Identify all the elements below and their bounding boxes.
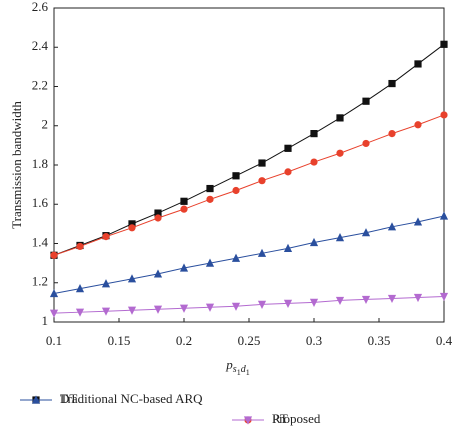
marker bbox=[206, 184, 214, 193]
y-axis-label: Transmission bandwidth bbox=[9, 101, 24, 229]
x-tick-label: 0.4 bbox=[436, 333, 453, 348]
marker bbox=[440, 111, 448, 119]
marker bbox=[127, 274, 137, 283]
y-tick-label: 2.2 bbox=[32, 77, 48, 92]
y-tick-label: 1 bbox=[42, 313, 49, 328]
x-label-sub: d bbox=[241, 364, 247, 375]
x-tick-label: 0.15 bbox=[108, 333, 131, 348]
marker bbox=[102, 233, 110, 241]
marker bbox=[362, 97, 370, 105]
plot-frame bbox=[53, 7, 445, 323]
marker bbox=[49, 288, 59, 298]
marker bbox=[180, 197, 188, 205]
marker bbox=[205, 303, 215, 312]
marker bbox=[284, 144, 292, 152]
y-tick-label: 1.4 bbox=[32, 234, 49, 249]
marker bbox=[413, 217, 423, 226]
marker bbox=[310, 158, 318, 166]
marker bbox=[361, 295, 371, 305]
legend-label: RT bbox=[272, 411, 288, 426]
marker bbox=[309, 298, 319, 307]
marker bbox=[127, 306, 137, 315]
x-tick-label: 0.2 bbox=[176, 333, 192, 348]
marker bbox=[336, 114, 344, 122]
x-label-sub: 1 bbox=[237, 368, 241, 377]
marker bbox=[128, 224, 136, 232]
marker bbox=[101, 279, 111, 288]
marker bbox=[257, 300, 267, 309]
y-tick-label: 1.2 bbox=[32, 274, 48, 289]
x-label-sub: 1 bbox=[246, 368, 250, 377]
marker bbox=[284, 168, 292, 176]
marker bbox=[414, 121, 422, 129]
marker bbox=[413, 293, 423, 303]
x-tick-label: 0.3 bbox=[306, 333, 322, 348]
marker bbox=[414, 60, 422, 68]
marker bbox=[388, 130, 396, 138]
marker bbox=[101, 307, 111, 316]
marker bbox=[50, 251, 58, 259]
series-line bbox=[53, 43, 445, 256]
marker bbox=[387, 294, 397, 304]
marker bbox=[257, 248, 267, 257]
marker bbox=[180, 205, 188, 213]
marker bbox=[388, 79, 396, 88]
legend-label: Traditional NC-based ARQ bbox=[60, 391, 203, 406]
marker bbox=[362, 139, 370, 148]
marker bbox=[75, 308, 85, 317]
marker bbox=[231, 253, 241, 262]
marker bbox=[309, 237, 319, 247]
y-tick-label: 2 bbox=[42, 117, 49, 132]
x-tick-label: 0.35 bbox=[368, 333, 391, 348]
marker bbox=[361, 228, 371, 237]
series-line bbox=[53, 215, 445, 295]
marker bbox=[336, 149, 344, 157]
marker bbox=[232, 186, 240, 195]
marker bbox=[154, 209, 162, 217]
marker bbox=[440, 40, 448, 48]
x-tick-label: 0.25 bbox=[238, 333, 261, 348]
marker bbox=[206, 195, 214, 203]
marker bbox=[283, 299, 293, 308]
marker bbox=[231, 302, 241, 311]
y-tick-label: 1.8 bbox=[32, 156, 48, 171]
marker bbox=[153, 305, 163, 314]
y-tick-label: 2.6 bbox=[32, 0, 49, 14]
marker bbox=[49, 309, 59, 318]
marker bbox=[439, 211, 449, 220]
x-label-main: p bbox=[225, 357, 233, 372]
marker bbox=[387, 222, 397, 231]
marker bbox=[258, 177, 266, 185]
x-label-sub: s bbox=[233, 364, 237, 375]
marker bbox=[75, 284, 85, 293]
legend-label: DT bbox=[60, 391, 77, 406]
marker bbox=[258, 159, 266, 167]
series-line bbox=[53, 295, 445, 314]
marker bbox=[205, 258, 215, 267]
marker bbox=[232, 172, 240, 180]
marker bbox=[335, 296, 345, 306]
series-line bbox=[53, 114, 445, 256]
x-axis-label: ps1d1 bbox=[225, 357, 249, 377]
marker bbox=[310, 130, 318, 138]
marker bbox=[439, 292, 449, 302]
marker bbox=[31, 395, 41, 404]
marker bbox=[179, 304, 189, 313]
marker bbox=[283, 243, 293, 253]
marker bbox=[154, 214, 162, 222]
legend-label: Proposed bbox=[272, 411, 321, 426]
marker bbox=[243, 416, 253, 425]
y-tick-label: 2.4 bbox=[32, 38, 49, 53]
marker bbox=[128, 220, 136, 228]
marker bbox=[179, 263, 189, 272]
x-tick-label: 0.1 bbox=[46, 333, 62, 348]
marker bbox=[153, 269, 163, 278]
y-tick-label: 1.6 bbox=[32, 195, 49, 210]
marker bbox=[76, 242, 84, 251]
marker bbox=[335, 233, 345, 242]
